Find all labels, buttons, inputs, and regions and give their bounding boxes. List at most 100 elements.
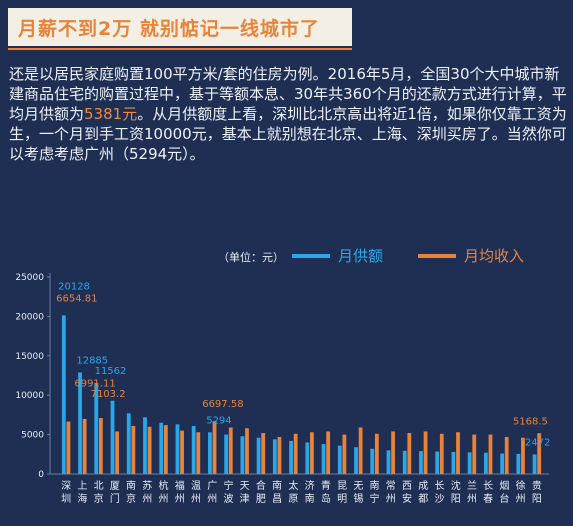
bar-payment: [500, 453, 505, 474]
category-label: 西安: [402, 481, 412, 505]
category-label: 北京: [94, 480, 104, 505]
bar-payment: [370, 448, 375, 474]
legend-swatch-income: [418, 254, 456, 258]
bar-payment: [402, 450, 407, 474]
category-label: 徐州: [516, 479, 526, 505]
unit-label: （单位：元）: [218, 250, 284, 264]
bar-payment: [126, 413, 131, 474]
data-label-income: 5168.5: [513, 416, 548, 427]
category-label: 成都: [418, 480, 428, 505]
bar-income: [180, 430, 184, 474]
bar-income: [277, 436, 282, 474]
bar-income: [358, 427, 363, 474]
bar-payment: [386, 450, 391, 474]
bar-income: [310, 432, 314, 474]
bar-payment: [532, 454, 537, 474]
bar-payment: [272, 439, 277, 474]
bar-payment: [61, 315, 66, 474]
data-label-income: 6697.58: [202, 399, 243, 410]
category-label: 烟台: [499, 479, 509, 505]
y-tick-label: 20000: [15, 312, 44, 322]
category-label: 长春: [483, 480, 493, 505]
bar-payment: [337, 445, 342, 474]
bar-income: [261, 433, 266, 474]
bar-payment: [143, 417, 147, 474]
bar-income: [407, 433, 412, 474]
bar-payment: [305, 442, 310, 474]
category-label: 天津: [240, 481, 250, 505]
data-label-income: 6654.81: [56, 293, 97, 304]
paragraph-highlight: 5381元: [84, 105, 138, 123]
y-tick-label: 0: [38, 470, 44, 480]
bar-income: [439, 433, 444, 474]
paragraph-text-after: 。从月供额度上看，深圳比北京高出将近1倍，如果你仅靠工资为生，一个月到手工资10…: [9, 105, 567, 163]
category-label: 长沙: [434, 480, 444, 505]
category-label: 太原: [288, 479, 298, 505]
category-label: 温州: [191, 480, 201, 505]
category-label: 济南: [305, 479, 315, 505]
bar-payment: [159, 422, 164, 474]
bar-payment: [110, 400, 115, 474]
category-label: 无锡: [353, 481, 363, 505]
data-label-income: 6991.11: [74, 378, 115, 389]
bar-payment: [516, 453, 521, 474]
payment-income-bar-chart: （单位：元） 月供额 月均收入 0 5000 10000 15000 20000 25000 深圳…: [15, 247, 550, 505]
data-label-payment: 2472: [525, 438, 550, 449]
category-label: 兰州: [467, 479, 477, 505]
category-label: 贵阳: [532, 479, 542, 505]
bar-income: [374, 433, 379, 474]
bar-income: [423, 431, 428, 474]
y-tick-label: 25000: [15, 273, 44, 283]
bar-payment: [321, 444, 326, 474]
category-label: 常州: [386, 479, 396, 505]
legend-label-income: 月均收入: [464, 247, 524, 265]
bar-payment: [354, 447, 358, 474]
bar-income: [228, 427, 233, 474]
bar-income: [521, 437, 525, 474]
y-tick-label: 15000: [15, 352, 44, 362]
bar-payment: [435, 451, 440, 474]
data-label-payment: 5294: [206, 415, 231, 426]
title-underline: [8, 48, 352, 50]
page-title: 月薪不到2万 就别惦记一线城市了: [18, 18, 320, 40]
category-label: 上海: [77, 480, 87, 505]
bar-income: [326, 431, 331, 474]
bar-payment: [256, 437, 261, 474]
category-label: 昆明: [337, 480, 347, 505]
intro-paragraph: 还是以居民家庭购置100平方米/套的住房为例。2016年5月，全国30个大中城市…: [9, 64, 567, 164]
category-label: 苏州: [142, 479, 152, 505]
bar-income: [245, 428, 249, 474]
bar-income: [163, 425, 168, 474]
bar-income: [82, 418, 87, 474]
bar-payment: [467, 452, 472, 474]
bar-payment: [240, 436, 245, 474]
bar-income: [391, 431, 395, 474]
bar-payment: [483, 452, 488, 474]
bar-payment: [224, 434, 229, 474]
y-tick-label: 5000: [21, 431, 44, 441]
bar-payment: [191, 425, 196, 474]
data-label-payment: 20128: [58, 281, 90, 292]
bar-income: [131, 425, 136, 474]
bar-income: [196, 432, 201, 474]
category-label: 宁波: [223, 479, 233, 505]
category-label: 合肥: [256, 479, 266, 505]
category-label: 南昌: [272, 479, 282, 505]
category-label: 厦门: [110, 480, 120, 505]
category-label: 南宁: [370, 479, 380, 505]
bar-payment: [419, 451, 423, 474]
bar-payment: [94, 382, 99, 474]
bar-income: [456, 432, 460, 474]
bar-income: [147, 426, 152, 474]
bar-income: [66, 421, 71, 474]
bar-income: [115, 431, 120, 474]
bar-payment: [289, 440, 293, 474]
legend-swatch-payment: [292, 254, 330, 258]
bar-payment: [175, 424, 180, 474]
bar-income: [488, 434, 493, 474]
legend-label-payment: 月供额: [338, 247, 383, 265]
paragraph-text-before: 还是以居民家庭购置100平方米/套的住房为例。2016年5月，全国30个大中城市…: [9, 65, 567, 123]
category-label: 沈阳: [451, 479, 461, 505]
bar-payment: [451, 451, 456, 474]
bar-income: [537, 433, 542, 474]
